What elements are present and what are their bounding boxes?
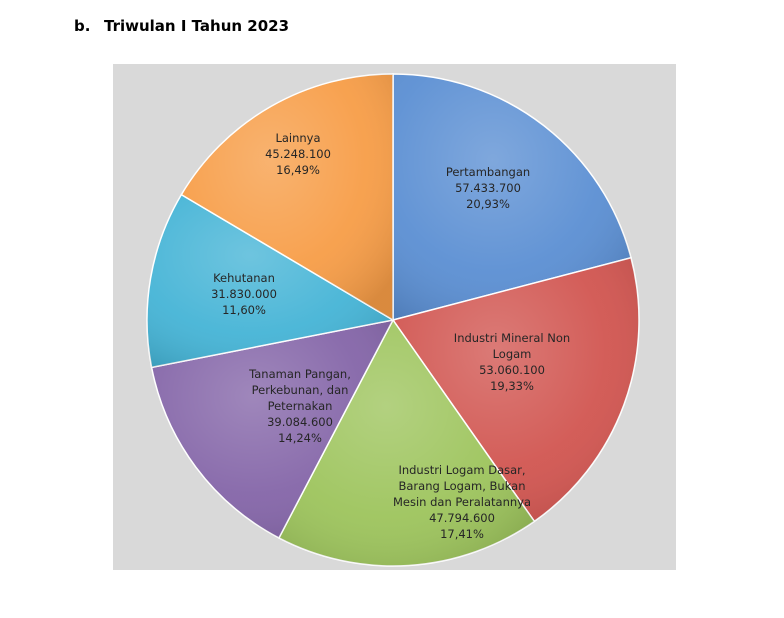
pie-slice-shade-1 (393, 257, 640, 522)
slice-name: Peternakan (268, 399, 333, 413)
slice-name: Industri Logam Dasar, (398, 463, 525, 477)
slice-percent: 17,41% (440, 527, 484, 541)
slice-name: Lainnya (275, 131, 320, 145)
slice-value: 57.433.700 (455, 181, 521, 195)
slice-value: 39.084.600 (267, 415, 333, 429)
chart-area: Pertambangan 57.433.700 20,93% Industri Min… (113, 64, 676, 570)
slice-value: 53.060.100 (479, 363, 545, 377)
slice-percent: 14,24% (278, 431, 322, 445)
slice-name: Tanaman Pangan, (248, 367, 351, 381)
pie-chart: Pertambangan 57.433.700 20,93% Industri Min… (146, 73, 640, 567)
slice-label-1: Industri Mineral Non Logam 53.060.100 19,33… (454, 331, 570, 393)
pie-slice-shade-4 (147, 194, 393, 368)
slice-label-4: Kehutanan 31.830.000 11,60% (211, 271, 277, 317)
slice-name: Pertambangan (446, 165, 530, 179)
slice-label-2: Industri Logam Dasar, Barang Logam, Bukan… (393, 463, 531, 541)
slice-value: 45.248.100 (265, 147, 331, 161)
section-title: Triwulan I Tahun 2023 (104, 17, 290, 35)
slice-label-5: Lainnya 45.248.100 16,49% (265, 131, 331, 177)
slice-percent: 19,33% (490, 379, 534, 393)
slice-name: Industri Mineral Non (454, 331, 570, 345)
slice-label-0: Pertambangan 57.433.700 20,93% (446, 165, 530, 211)
slice-name: Perkebunan, dan (252, 383, 349, 397)
pie-slice-shade-5 (181, 74, 393, 320)
section-number: b. (74, 17, 91, 35)
pie-slice-shade-3 (151, 320, 393, 538)
section-heading: b. Triwulan I Tahun 2023 (74, 17, 289, 35)
slice-label-3: Tanaman Pangan, Perkebunan, dan Peternakan… (248, 367, 351, 445)
slice-name: Logam (493, 347, 532, 361)
slice-name: Kehutanan (213, 271, 275, 285)
slice-value: 31.830.000 (211, 287, 277, 301)
pie-slice-shade-2 (278, 320, 535, 567)
slice-name: Mesin dan Peralatannya (393, 495, 531, 509)
slice-value: 47.794.600 (429, 511, 495, 525)
pie-slice-shade-0 (393, 74, 631, 320)
slice-name: Barang Logam, Bukan (398, 479, 525, 493)
slice-percent: 16,49% (276, 163, 320, 177)
slice-percent: 11,60% (222, 303, 266, 317)
slice-percent: 20,93% (466, 197, 510, 211)
